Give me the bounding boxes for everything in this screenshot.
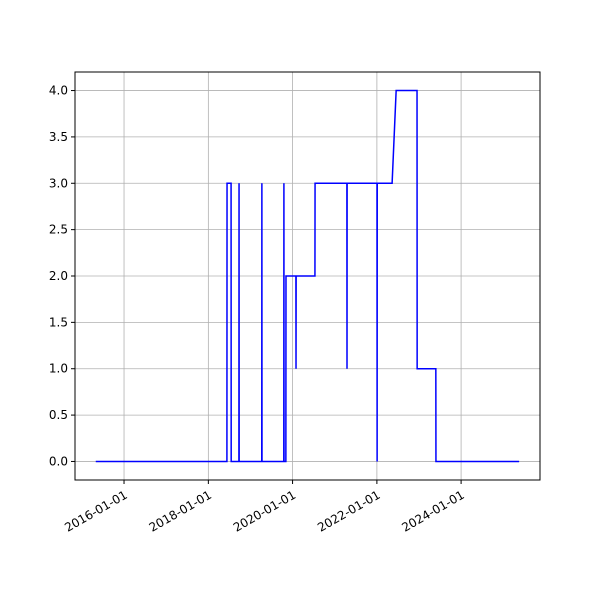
x-tick-label: 2020-01-01 — [231, 488, 298, 535]
x-tick-label: 2024-01-01 — [399, 488, 466, 535]
y-tick-label: 3.5 — [49, 130, 68, 144]
y-tick-label: 0.5 — [49, 408, 68, 422]
y-tick-label: 3.0 — [49, 176, 68, 190]
plot-frame — [74, 71, 541, 481]
y-tick-label: 2.5 — [49, 223, 68, 237]
y-tick-label: 4.0 — [49, 84, 68, 98]
x-tick-label: 2022-01-01 — [315, 488, 382, 535]
data-line — [95, 89, 520, 463]
x-tick-label: 2018-01-01 — [147, 488, 214, 535]
y-tick-label: 0.0 — [49, 454, 68, 468]
x-tick-label: 2016-01-01 — [62, 488, 129, 535]
y-tick-label: 1.5 — [49, 315, 68, 329]
y-tick-label: 1.0 — [49, 362, 68, 376]
y-tick-label: 2.0 — [49, 269, 68, 283]
